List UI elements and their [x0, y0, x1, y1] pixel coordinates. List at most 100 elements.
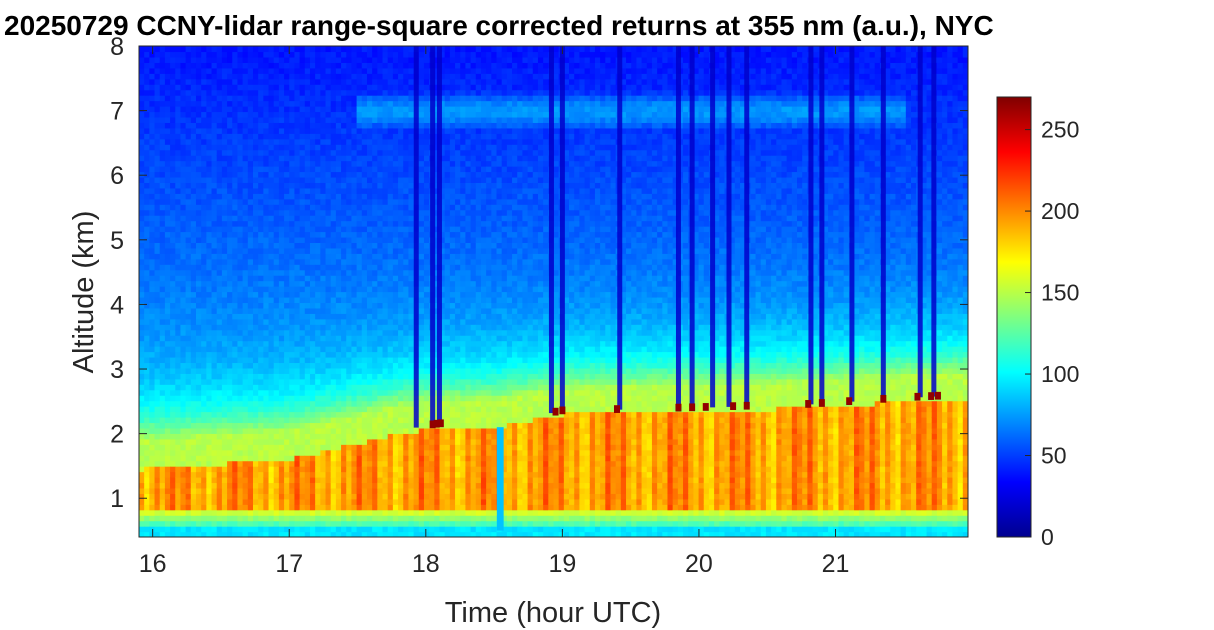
heatmap-cell	[372, 247, 378, 254]
heatmap-cell	[341, 226, 347, 233]
heatmap-cell	[190, 378, 197, 385]
heatmap-cell	[252, 384, 259, 391]
heatmap-cell	[195, 466, 202, 473]
heatmap-cell	[190, 122, 197, 129]
heatmap-cell	[180, 242, 187, 249]
heatmap-cell	[164, 280, 171, 287]
heatmap-cell	[258, 493, 264, 500]
heatmap-cell	[366, 329, 373, 336]
heatmap-cell	[237, 149, 244, 156]
heatmap-cell	[361, 78, 368, 85]
heatmap-cell	[289, 520, 296, 527]
heatmap-cell	[175, 422, 182, 429]
heatmap-cell	[201, 531, 207, 537]
heatmap-cell	[289, 51, 296, 58]
heatmap-cell	[382, 411, 389, 418]
heatmap-cell	[263, 280, 270, 287]
heatmap-cell	[315, 302, 321, 309]
heatmap-cell	[299, 449, 306, 456]
heatmap-cell	[263, 509, 270, 516]
heatmap-cell	[263, 351, 270, 358]
heatmap-cell	[325, 449, 332, 456]
heatmap-cell	[351, 127, 358, 134]
heatmap-cell	[330, 526, 337, 533]
heatmap-cell	[330, 313, 337, 320]
heatmap-cell	[252, 171, 259, 178]
heatmap-cell	[278, 253, 285, 260]
heatmap-cell	[258, 187, 264, 194]
heatmap-cell	[387, 504, 394, 511]
heatmap-cell	[247, 433, 254, 440]
heatmap-cell	[309, 220, 316, 227]
heatmap-cell	[418, 460, 425, 467]
heatmap-cell	[185, 438, 192, 445]
heatmap-cell	[201, 62, 207, 69]
heatmap-cell	[149, 144, 156, 151]
heatmap-cell	[211, 275, 218, 282]
heatmap-cell	[180, 160, 187, 167]
heatmap-cell	[403, 133, 410, 140]
heatmap-cell	[361, 106, 368, 113]
heatmap-cell	[144, 438, 150, 445]
heatmap-cell	[372, 422, 378, 429]
heatmap-cell	[320, 264, 327, 271]
heatmap-cell	[268, 193, 275, 200]
heatmap-cell	[206, 226, 213, 233]
heatmap-cell	[175, 384, 182, 391]
heatmap-cell	[206, 106, 213, 113]
heatmap-cell	[325, 324, 332, 331]
heatmap-cell	[377, 504, 384, 511]
heatmap-cell	[356, 160, 363, 167]
heatmap-cell	[221, 307, 228, 314]
heatmap-cell	[154, 438, 161, 445]
heatmap-cell	[139, 264, 145, 271]
heatmap-cell	[149, 51, 156, 58]
heatmap-cell	[289, 127, 296, 134]
heatmap-cell	[341, 122, 347, 129]
heatmap-cell	[377, 127, 384, 134]
heatmap-cell	[304, 444, 311, 451]
heatmap-cell	[216, 356, 223, 364]
heatmap-cell	[408, 389, 415, 396]
heatmap-cell	[175, 176, 182, 183]
heatmap-cell	[206, 427, 213, 434]
heatmap-cell	[190, 367, 197, 374]
heatmap-cell	[413, 487, 420, 494]
heatmap-cell	[278, 220, 285, 227]
heatmap-cell	[216, 166, 223, 173]
heatmap-cell	[263, 62, 270, 69]
heatmap-cell	[273, 220, 280, 227]
heatmap-cell	[299, 400, 306, 407]
heatmap-cell	[361, 62, 368, 69]
heatmap-cell	[382, 520, 389, 527]
heatmap-cell	[180, 84, 187, 91]
heatmap-cell	[330, 422, 337, 429]
heatmap-cell	[216, 487, 223, 494]
heatmap-cell	[252, 231, 259, 238]
heatmap-cell	[423, 340, 430, 347]
heatmap-cell	[190, 466, 197, 473]
heatmap-cell	[211, 46, 218, 53]
heatmap-cell	[195, 455, 202, 462]
heatmap-cell	[242, 313, 249, 320]
heatmap-cell	[346, 466, 353, 473]
heatmap-cell	[206, 356, 213, 364]
heatmap-cell	[372, 116, 378, 123]
heatmap-cell	[195, 444, 202, 451]
heatmap-cell	[190, 95, 197, 102]
heatmap-cell	[403, 444, 410, 451]
heatmap-cell	[154, 78, 161, 85]
heatmap-cell	[237, 106, 244, 113]
heatmap-cell	[403, 204, 410, 211]
heatmap-cell	[330, 384, 337, 391]
heatmap-cell	[149, 509, 156, 516]
heatmap-cell	[144, 416, 150, 424]
heatmap-cell	[309, 476, 316, 484]
heatmap-cell	[294, 367, 301, 374]
heatmap-cell	[221, 144, 228, 151]
heatmap-cell	[320, 236, 327, 243]
heatmap-cell	[185, 280, 192, 287]
heatmap-cell	[387, 487, 394, 494]
heatmap-cell	[273, 400, 280, 407]
heatmap-cell	[144, 373, 150, 380]
